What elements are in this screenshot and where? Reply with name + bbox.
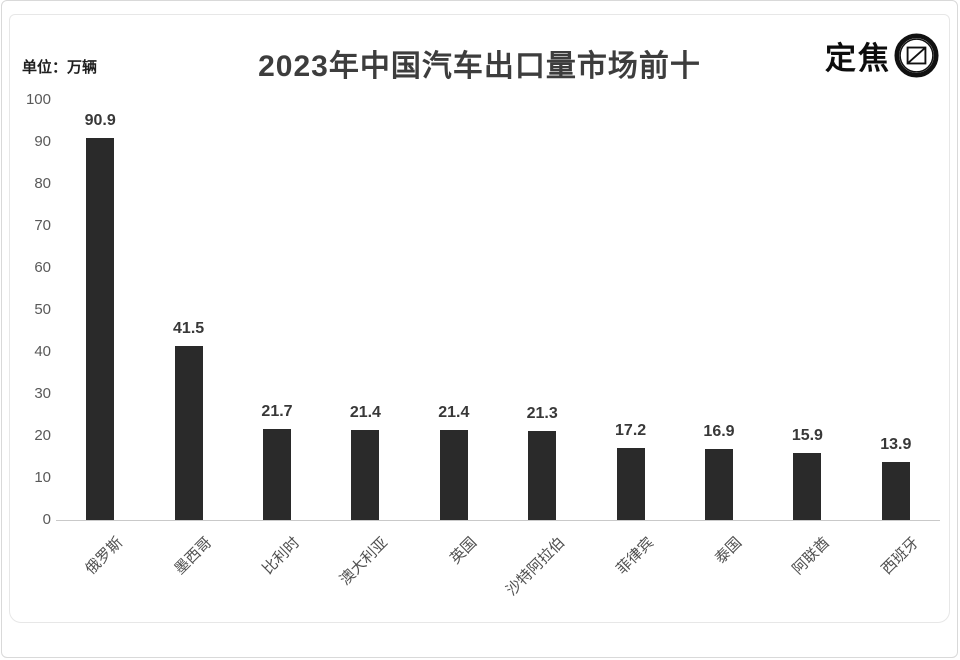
y-axis-tick-label: 0 [42, 511, 51, 528]
y-axis-tick-label: 80 [34, 175, 51, 192]
bar [616, 447, 645, 520]
bar [528, 430, 557, 520]
y-axis-tick-label: 90 [34, 133, 51, 150]
unit-label: 单位：万辆 [22, 59, 98, 76]
focus-frame-icon [894, 33, 939, 78]
y-axis-tick-label: 10 [34, 469, 51, 486]
bar-value-label: 90.9 [84, 112, 116, 130]
brand-logo-text: 定焦 [825, 41, 891, 76]
chart-card: 单位：万辆 2023年中国汽车出口量市场前十 定焦 0 10 20 30 40 50 60 7… [9, 14, 950, 623]
bar [86, 138, 115, 520]
bar-value-label: 16.9 [703, 423, 735, 441]
x-axis-line [56, 520, 940, 521]
bar [793, 453, 822, 520]
bar-value-label: 13.9 [880, 435, 912, 453]
bar [439, 430, 468, 520]
page-title: 2023年中国汽车出口量市场前十 [258, 50, 701, 83]
bar [881, 461, 910, 520]
y-axis-tick-label: 20 [34, 427, 51, 444]
y-axis-tick-label: 60 [34, 259, 51, 276]
y-axis-tick-label: 30 [34, 385, 51, 402]
bar-chart: 0 10 20 30 40 50 60 70 80 90 100 90.9 俄罗斯 41.5 墨西哥 21.7… [10, 15, 951, 624]
bar-value-label: 17.2 [615, 421, 647, 439]
bar [705, 449, 733, 520]
bar [351, 430, 380, 520]
y-axis-tick-label: 50 [34, 301, 51, 318]
y-axis-tick-label: 70 [34, 217, 51, 234]
bar-value-label: 15.9 [791, 427, 823, 445]
y-axis-tick-label: 100 [25, 91, 51, 108]
bar [263, 428, 291, 520]
bar-value-label: 21.7 [261, 402, 293, 420]
bar-value-label: 41.5 [173, 319, 205, 337]
bar-value-label: 21.4 [438, 404, 470, 422]
brand-logo: 定焦 [825, 33, 939, 78]
y-axis-tick-label: 40 [34, 343, 51, 360]
bar-value-label: 21.3 [526, 404, 558, 422]
bar [174, 345, 203, 520]
bar-value-label: 21.4 [349, 404, 381, 422]
